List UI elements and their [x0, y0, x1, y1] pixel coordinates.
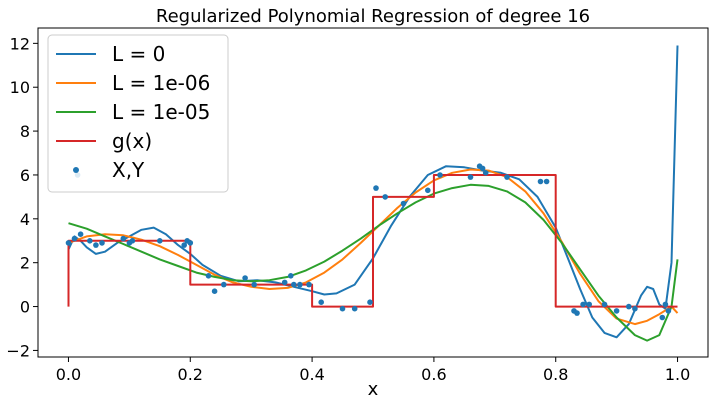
axes-frame [37, 27, 709, 358]
y-tick-label: 12 [10, 34, 30, 53]
x-tick-label: 0.0 [56, 365, 81, 384]
x-axis-ticks: 0.0 0.2 0.4 0.6 0.8 1.0 [56, 357, 690, 384]
scatter-point [242, 275, 248, 281]
x-tick-label: 1.0 [665, 365, 690, 384]
scatter-point [205, 273, 212, 279]
scatter-point [437, 172, 443, 178]
y-tick-label: 4 [20, 210, 30, 229]
scatter-point [306, 281, 312, 288]
y-tick-label: −2 [6, 341, 30, 360]
scatter-point [504, 174, 510, 180]
scatter-point [467, 174, 474, 180]
scatter-point [221, 281, 227, 288]
scatter-point [87, 238, 93, 244]
y-axis-ticks: −2 0 2 4 6 8 10 12 [6, 34, 38, 360]
scatter-point [400, 200, 407, 207]
scatter-point [632, 305, 638, 312]
scatter-point [71, 235, 78, 242]
scatter-point [318, 299, 325, 306]
scatter-point [665, 308, 672, 314]
scatter-point [93, 242, 99, 248]
x-tick-label: 0.4 [299, 365, 324, 384]
plot-area [65, 45, 679, 342]
x-tick-label: 0.8 [543, 365, 568, 384]
legend-box [47, 34, 229, 193]
scatter-point [586, 301, 592, 308]
scatter-point [373, 185, 379, 191]
scatter-point [580, 301, 586, 308]
y-tick-label: 2 [20, 254, 30, 273]
scatter-point [187, 240, 194, 246]
legend-label: L = 0 [112, 42, 165, 66]
scatter-point [120, 235, 127, 242]
scatter-point [482, 170, 489, 176]
scatter-point [77, 231, 84, 237]
scatter-point [626, 303, 632, 310]
scatter-point [157, 238, 163, 244]
y-tick-label: 0 [20, 298, 30, 317]
legend-label: L = 1e-06 [112, 71, 210, 95]
scatter-point [601, 301, 608, 308]
legend-label: L = 1e-05 [112, 100, 210, 124]
scatter-point [297, 281, 303, 288]
scatter-point [99, 240, 105, 246]
legend-dot-swatch [73, 167, 79, 173]
scatter-point [543, 178, 550, 185]
scatter-point [211, 288, 218, 295]
scatter-point [288, 273, 294, 279]
scatter-point [425, 187, 431, 194]
scatter-point [181, 242, 187, 248]
scatter-point [613, 308, 620, 314]
scatter-point [129, 238, 136, 244]
scatter-point [281, 279, 288, 286]
chart-title: Regularized Polynomial Regression of deg… [156, 6, 590, 27]
scatter-point [479, 165, 486, 172]
scatter-point [537, 178, 544, 185]
legend-label: g(x) [112, 129, 152, 153]
scatter-point [351, 305, 358, 312]
legend: L = 0 L = 1e-06 L = 1e-05 g(x) X,Y [47, 34, 229, 193]
y-tick-label: 10 [10, 78, 30, 97]
scatter-point [662, 301, 669, 308]
scatter-point [367, 299, 373, 306]
scatter-point [659, 314, 666, 321]
y-tick-label: 8 [20, 122, 30, 141]
scatter-point [339, 305, 346, 312]
y-tick-label: 6 [20, 166, 30, 185]
scatter-point [574, 310, 580, 316]
x-axis-label: x [368, 379, 379, 400]
scatter-point [65, 240, 72, 246]
scatter-point [251, 281, 257, 288]
series-line-l-1e-06 [68, 168, 679, 326]
series-line-l-1e-05 [68, 183, 679, 342]
x-tick-label: 0.2 [178, 365, 203, 384]
scatter-point [291, 281, 297, 288]
x-tick-label: 0.6 [421, 365, 446, 384]
scatter-point [382, 194, 389, 200]
legend-label: X,Y [112, 158, 145, 182]
